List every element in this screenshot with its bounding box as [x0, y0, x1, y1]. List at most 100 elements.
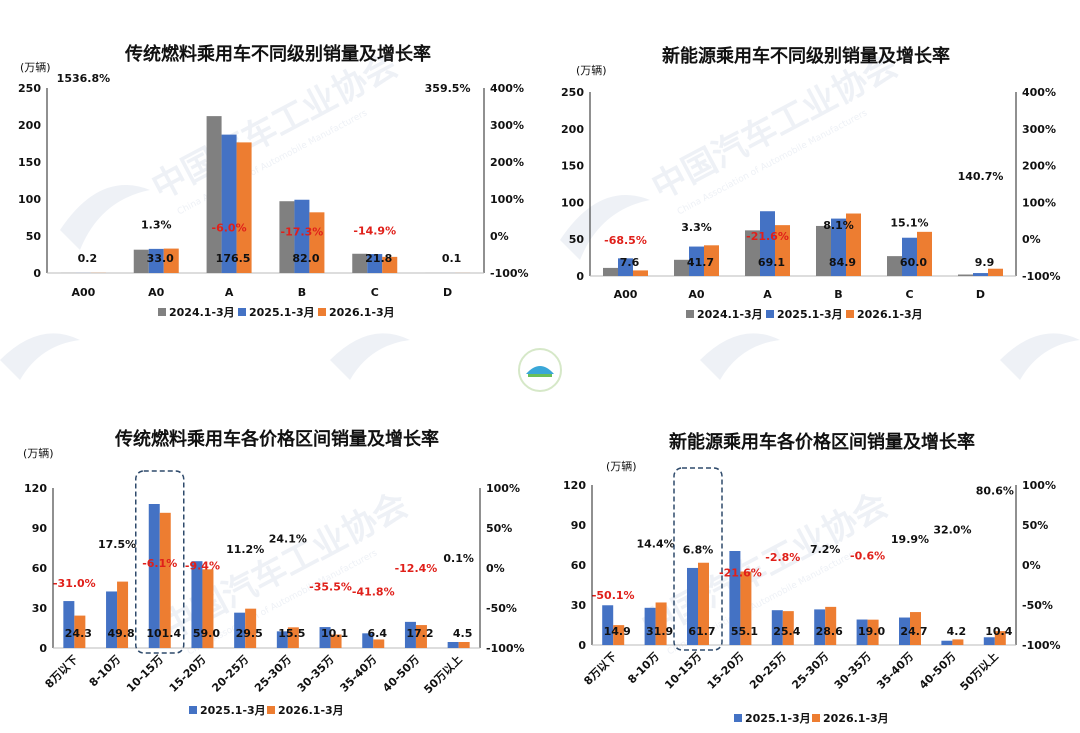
y2-tick-label: 100% — [1022, 479, 1056, 492]
data-value-label: 7.6 — [620, 256, 640, 269]
data-value-label: 49.8 — [107, 627, 134, 640]
y-tick-label: 120 — [24, 482, 47, 495]
y-tick-label: 120 — [563, 479, 586, 492]
x-tick-label: 50万以上 — [421, 652, 465, 696]
x-tick-label: C — [371, 286, 379, 299]
bar-50万以上-2026.1-3月 — [458, 642, 470, 648]
y-tick-label: 0 — [33, 267, 41, 280]
growth-rate-label: -9.4% — [185, 560, 220, 573]
bar-D-2026.1-3月 — [988, 268, 1003, 276]
y-tick-label: 100 — [561, 196, 584, 209]
chart-title: 传统燃料乘用车各价格区间销量及增长率 — [114, 428, 439, 450]
data-value-label: 4.5 — [453, 627, 473, 640]
chart-title: 传统燃料乘用车不同级别销量及增长率 — [124, 43, 431, 65]
legend-swatch — [189, 706, 197, 714]
growth-rate-label: 3.3% — [681, 221, 712, 234]
bar-8-10万-2026.1-3月 — [117, 581, 129, 648]
chart-title: 新能源乘用车不同级别销量及增长率 — [662, 45, 950, 67]
y-axis-unit: (万辆) — [20, 60, 51, 74]
y-tick-label: 100 — [18, 193, 41, 206]
legend-entry: 2025.1-3月 — [777, 308, 843, 321]
y-tick-label: 0 — [578, 639, 586, 652]
growth-rate-label: -21.6% — [746, 230, 789, 243]
watermark-shapes — [0, 185, 1080, 380]
growth-rate-label: -14.9% — [353, 225, 396, 238]
data-value-label: 82.0 — [292, 252, 319, 265]
data-value-label: 10.1 — [321, 627, 348, 640]
legend-swatch — [846, 310, 854, 318]
bar-50万以上-2025.1-3月 — [447, 642, 459, 648]
legend-swatch — [158, 308, 166, 316]
x-tick-label: 40-50万 — [380, 653, 422, 695]
y2-tick-label: -100% — [1022, 270, 1061, 283]
data-value-label: 69.1 — [758, 256, 785, 269]
y2-tick-label: -100% — [486, 642, 525, 655]
x-tick-label: D — [976, 288, 985, 301]
x-tick-label: B — [834, 288, 842, 301]
growth-rate-label: 1536.8% — [57, 72, 110, 85]
x-tick-label: D — [443, 286, 452, 299]
y2-tick-label: 100% — [1022, 196, 1056, 209]
x-tick-label: 10-15万 — [662, 650, 704, 692]
growth-rate-label: -12.4% — [395, 562, 438, 575]
data-value-label: 33.0 — [147, 252, 174, 265]
x-tick-label: 10-15万 — [124, 653, 166, 695]
bar-A00-2026.1-3月 — [633, 270, 648, 276]
x-tick-label: A00 — [614, 288, 638, 301]
growth-rate-label: -0.6% — [850, 549, 885, 562]
bar-A0-2024.1-3月 — [674, 259, 689, 276]
data-value-label: 4.2 — [947, 625, 967, 638]
growth-rate-label: -17.3% — [281, 226, 324, 239]
y2-tick-label: 200% — [1022, 160, 1056, 173]
x-tick-label: 35-40万 — [874, 650, 916, 692]
x-tick-label: 25-30万 — [789, 650, 831, 692]
bar-B-2025.1-3月 — [294, 199, 310, 273]
legend-swatch — [238, 308, 246, 316]
y-tick-label: 90 — [32, 522, 48, 535]
data-value-label: 0.2 — [78, 252, 98, 265]
growth-rate-label: 0.1% — [443, 552, 474, 565]
x-tick-label: 25-30万 — [252, 653, 294, 695]
bar-10-15万-2026.1-3月 — [159, 512, 171, 648]
watermark-cn: 中国汽车工业协会 — [645, 45, 904, 208]
bar-35-40万-2025.1-3月 — [362, 633, 374, 648]
growth-rate-label: -6.1% — [142, 557, 177, 570]
y-tick-label: 0 — [39, 642, 47, 655]
bar-B-2026.1-3月 — [309, 212, 325, 273]
legend-swatch — [812, 714, 820, 722]
data-value-label: 6.4 — [368, 627, 388, 640]
bar-8-10万-2025.1-3月 — [106, 591, 118, 648]
y-tick-label: 150 — [561, 160, 584, 173]
bar-A0-2026.1-3月 — [163, 248, 179, 273]
bar-A-2026.1-3月 — [775, 225, 790, 276]
y-tick-label: 60 — [571, 559, 587, 572]
bar-25-30万-2026.1-3月 — [825, 606, 837, 645]
data-value-label: 60.0 — [900, 256, 927, 269]
growth-rate-label: 17.5% — [98, 538, 136, 551]
legend-entry: 2026.1-3月 — [278, 704, 344, 717]
bar-25-30万-2026.1-3月 — [287, 627, 299, 648]
bar-40-50万-2026.1-3月 — [952, 639, 964, 645]
bar-8-10万-2025.1-3月 — [644, 607, 656, 645]
x-tick-label: C — [905, 288, 913, 301]
y-tick-label: 200 — [561, 123, 584, 136]
x-tick-label: 8万以下 — [43, 653, 81, 691]
y2-tick-label: -50% — [486, 602, 517, 615]
legend-swatch — [267, 706, 275, 714]
bar-D-2025.1-3月 — [973, 273, 988, 276]
legend-swatch — [318, 308, 326, 316]
legend-entry: 2026.1-3月 — [329, 306, 395, 319]
bar-30-35万-2026.1-3月 — [867, 619, 879, 645]
center-logo — [518, 348, 562, 392]
bar-25-30万-2025.1-3月 — [814, 609, 826, 645]
y2-tick-label: -50% — [1022, 599, 1053, 612]
growth-rate-label: 1.3% — [141, 219, 172, 232]
legend-entry: 2024.1-3月 — [169, 306, 235, 319]
bar-A-2025.1-3月 — [760, 211, 775, 276]
growth-rate-label: 6.8% — [683, 544, 714, 557]
x-tick-label: 8-10万 — [625, 650, 661, 686]
y-tick-label: 150 — [18, 156, 41, 169]
highlight-box — [135, 470, 185, 654]
bar-20-25万-2025.1-3月 — [771, 610, 783, 645]
